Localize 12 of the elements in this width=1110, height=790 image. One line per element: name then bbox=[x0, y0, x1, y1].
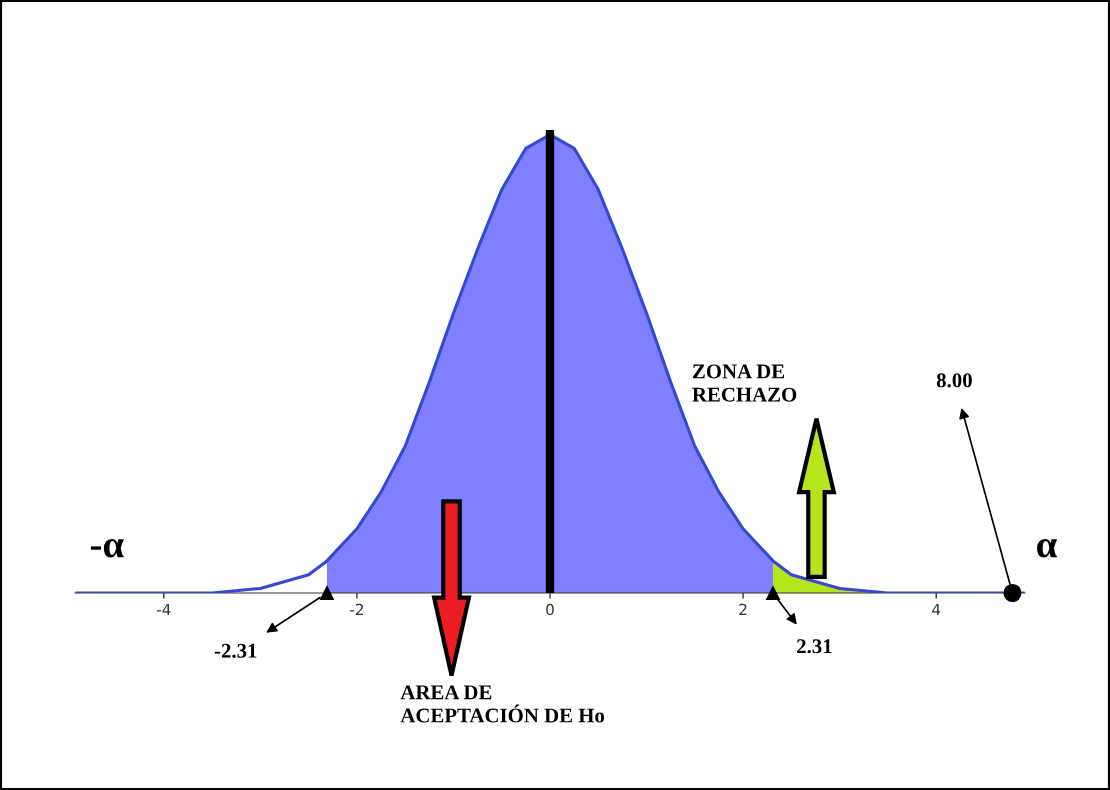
x-tick-label: -2 bbox=[350, 603, 363, 616]
annotation: 2.31 bbox=[797, 639, 832, 654]
x-tick-label: 0 bbox=[546, 603, 554, 616]
x-tick-label: 2 bbox=[739, 603, 747, 616]
annotation: 8.00 bbox=[936, 373, 972, 388]
annotation: -α bbox=[90, 538, 124, 558]
annotation: ZONA DE RECHAZO bbox=[692, 364, 797, 402]
text: AREA DE ACEPTACIÓN DE Ho bbox=[400, 685, 605, 723]
x-tick-label: 4 bbox=[932, 603, 941, 616]
x-tick-label: -4 bbox=[156, 603, 171, 616]
text: α bbox=[1037, 538, 1057, 558]
annotation: -2.31 bbox=[214, 643, 257, 658]
